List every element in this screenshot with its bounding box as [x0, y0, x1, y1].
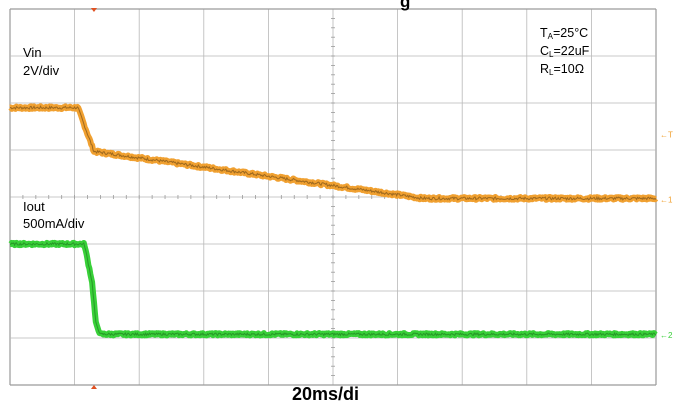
condition-ta-subscript: A: [547, 32, 553, 41]
series-scale-vin: 2V/div: [23, 63, 60, 78]
condition-rl: RL=10Ω: [540, 61, 584, 81]
time-scale-label: 20ms/di: [292, 384, 360, 404]
series-scale-iout: 500mA/div: [23, 216, 85, 231]
oscilloscope-plot: ←T ←1 ←2: [7, 8, 673, 389]
trace-line-vin: [9, 105, 657, 201]
chart-title-partial: g: [400, 0, 411, 11]
condition-cl-value: =22uF: [553, 44, 590, 58]
series-label-iout: Iout: [23, 199, 45, 214]
condition-rl-value: =10Ω: [553, 62, 585, 76]
condition-rl-symbol: R: [540, 62, 550, 76]
condition-ta-symbol: T: [540, 26, 548, 40]
traces: [7, 103, 659, 339]
condition-cl: CL=22uF: [540, 43, 589, 63]
condition-cl-symbol: C: [540, 44, 550, 58]
trigger-marker-bottom: [90, 385, 97, 389]
channel-markers: ←T ←1 ←2: [90, 8, 673, 389]
series-label-vin: Vin: [23, 45, 42, 60]
channel-marker-2: ←2: [660, 331, 673, 340]
condition-cl-subscript: L: [549, 50, 554, 59]
condition-ta-value: =25°C: [552, 26, 589, 40]
trace-line-iout: [9, 241, 657, 337]
trigger-marker-top: [90, 8, 97, 12]
condition-ta: TA=25°C: [540, 25, 588, 45]
channel-marker-T: ←T: [660, 131, 673, 140]
condition-rl-subscript: L: [549, 68, 554, 77]
channel-marker-1: ←1: [660, 195, 673, 204]
